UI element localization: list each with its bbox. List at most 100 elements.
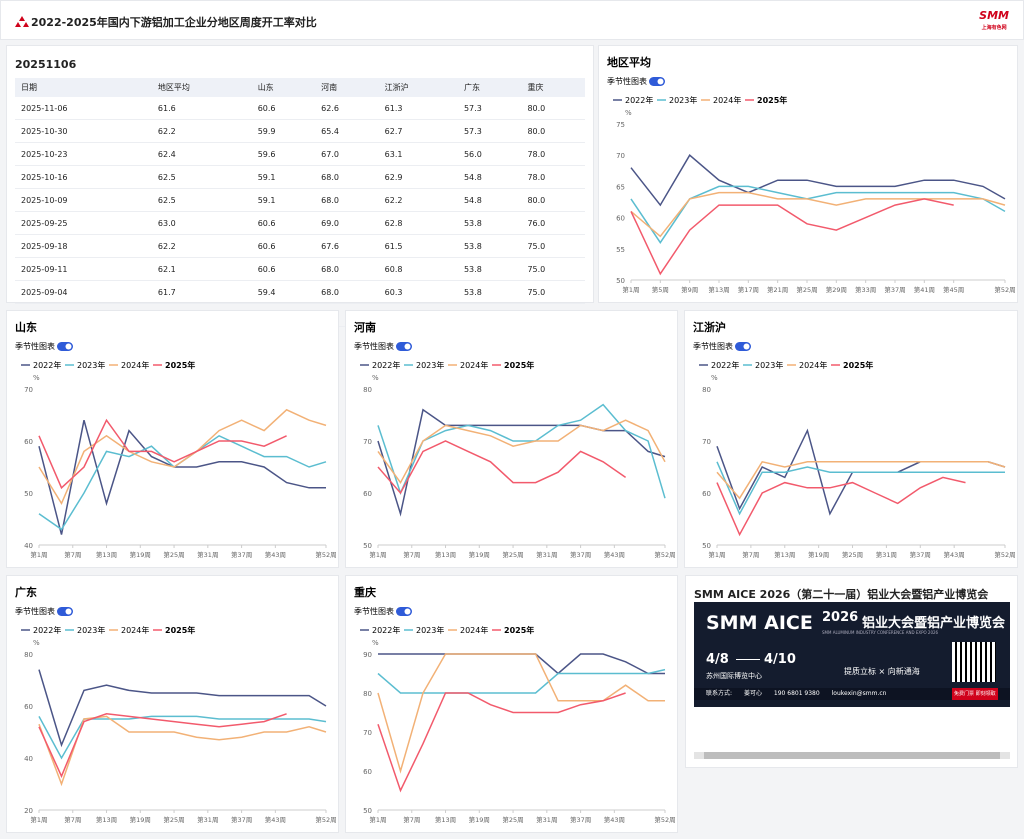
y-tick-label: 80: [363, 386, 372, 394]
table-cell: 63.0: [151, 211, 252, 235]
toggle-knob: [404, 343, 411, 350]
y-tick-label: 60: [616, 215, 625, 223]
scroll-thumb[interactable]: [704, 752, 1000, 759]
x-tick-label: 第43周: [604, 550, 625, 559]
legend-label: 2025年: [165, 625, 195, 635]
series-line: [378, 653, 665, 675]
legend-label: 2024年: [713, 95, 741, 105]
x-tick-label: 第13周: [435, 815, 456, 824]
table-cell: 80.0: [521, 97, 585, 120]
y-tick-label: 50: [363, 542, 372, 550]
y-unit: %: [33, 374, 40, 382]
x-tick-label: 第43周: [604, 815, 625, 824]
table-row: 2025-09-25 63.0 60.6 69.0 62.8 53.8 76.0: [15, 211, 585, 235]
y-tick-label: 40: [24, 755, 33, 763]
chart-title: 广东: [15, 585, 37, 599]
legend-label: 2024年: [121, 360, 149, 370]
x-tick-label: 第9周: [681, 285, 698, 294]
x-tick-label: 第19周: [130, 550, 151, 559]
qr-code: [952, 642, 996, 682]
column-header: 重庆: [521, 78, 585, 97]
ad-date-start: 4/8: [706, 652, 729, 667]
table-cell: 59.1: [251, 188, 316, 212]
table-cell: 59.4: [251, 280, 316, 304]
ad-year: 2026: [822, 610, 859, 625]
y-tick-label: 70: [363, 438, 372, 446]
table-cell: 60.6: [251, 257, 316, 281]
legend-label: 2025年: [165, 360, 195, 370]
table-cell: 62.5: [151, 165, 252, 189]
x-tick-label: 第19周: [808, 550, 829, 559]
table-cell: 2025-09-25: [15, 211, 152, 235]
x-tick-label: 第43周: [944, 550, 965, 559]
toggle-label: 季节性图表: [15, 341, 55, 351]
legend-label: 2022年: [33, 360, 61, 370]
x-tick-label: 第37周: [884, 285, 905, 294]
legend-label: 2024年: [460, 360, 488, 370]
table-cell: 62.8: [378, 211, 458, 235]
series-line: [38, 418, 287, 490]
table-cell: 2025-09-04: [15, 280, 152, 304]
ad-panel: SMM AICE 2026（第二十一届）铝业大会暨铝产业博览会 SMM AICE…: [685, 575, 1018, 768]
series-line: [630, 185, 1006, 244]
x-tick-label: 第52周: [994, 285, 1015, 294]
chart-title: 江浙沪: [693, 320, 726, 334]
y-unit: %: [625, 109, 632, 117]
table-cell: 78.0: [521, 142, 585, 166]
y-tick-label: 40: [24, 542, 33, 550]
table-cell: 61.6: [151, 97, 252, 120]
series-line: [38, 713, 287, 779]
chart-title: 重庆: [354, 585, 376, 599]
table-row: 2025-09-11 62.1 60.6 68.0 60.8 53.8 75.0: [15, 257, 585, 281]
legend-label: 2024年: [460, 625, 488, 635]
ad-email: loukexin@smm.cn: [831, 690, 887, 697]
chart-title: 山东: [15, 320, 37, 334]
series-line: [630, 154, 1006, 207]
y-tick-label: 55: [616, 246, 625, 254]
column-header: 地区平均: [151, 78, 252, 97]
x-tick-label: 第37周: [570, 815, 591, 824]
series-line: [377, 440, 627, 495]
x-tick-label: 第5周: [652, 285, 669, 294]
y-tick-label: 60: [24, 703, 33, 711]
table-row: 2025-10-16 62.5 59.1 68.0 62.9 54.8 78.0: [15, 165, 585, 189]
table-row: 2025-09-18 62.2 60.6 67.6 61.5 53.8 75.0: [15, 234, 585, 258]
x-tick-label: 第25周: [163, 815, 184, 824]
table-cell: 59.9: [251, 119, 316, 143]
x-tick-label: 第1周: [708, 550, 725, 559]
y-tick-label: 75: [616, 121, 625, 129]
table-cell: 59.1: [251, 165, 316, 189]
toggle-knob: [743, 343, 750, 350]
ad-contact: 联系方式:: [706, 690, 733, 697]
x-tick-label: 第1周: [369, 815, 386, 824]
legend-label: 2024年: [799, 360, 827, 370]
x-tick-label: 第13周: [96, 815, 117, 824]
x-tick-label: 第52周: [315, 550, 336, 559]
scrollbar[interactable]: [694, 752, 1010, 759]
legend-label: 2025年: [504, 360, 534, 370]
table-cell: 2025-10-23: [15, 142, 152, 166]
x-tick-label: 第52周: [654, 815, 675, 824]
table-cell: 67.6: [315, 234, 379, 258]
y-tick-label: 50: [363, 807, 372, 815]
table-row: 2025-11-06 61.6 60.6 62.6 61.3 57.3 80.0: [15, 97, 585, 120]
series-line: [630, 191, 1006, 238]
table-cell: 67.0: [315, 142, 379, 166]
ad-venue: 苏州国际博览中心: [706, 672, 762, 680]
x-tick-label: 第13周: [96, 550, 117, 559]
x-tick-label: 第1周: [622, 285, 639, 294]
x-tick-label: 第1周: [369, 550, 386, 559]
toggle-label: 季节性图表: [354, 341, 394, 351]
ad-banner[interactable]: SMM AICE 2026 铝业大会暨铝产业博览会 SMM ALUMINUM I…: [694, 602, 1010, 707]
table-cell: 75.0: [521, 280, 585, 304]
x-tick-label: 第43周: [265, 815, 286, 824]
series-line: [377, 408, 666, 517]
table-cell: 75.0: [521, 234, 585, 258]
table-cell: 63.1: [378, 142, 458, 166]
toggle-knob: [65, 608, 72, 615]
legend-label: 2025年: [843, 360, 873, 370]
y-tick-label: 80: [24, 651, 33, 659]
